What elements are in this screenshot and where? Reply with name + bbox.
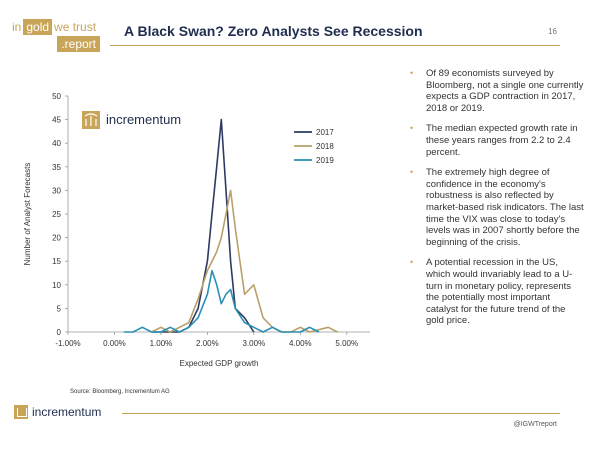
x-tick-label: 0.00% xyxy=(103,339,126,348)
source-note: Source: Bloomberg, Incrementum AG xyxy=(70,389,170,395)
footer-logo: incrementum xyxy=(14,405,101,419)
x-tick-label: 2.00% xyxy=(196,339,219,348)
chart-brand-text: incrementum xyxy=(106,112,181,127)
series-line-2017 xyxy=(151,118,255,333)
x-tick-label: 3.00% xyxy=(243,339,266,348)
chart-brand-logo: incrementum xyxy=(82,111,181,129)
y-tick-label: 10 xyxy=(52,281,61,290)
x-axis-label: Expected GDP growth xyxy=(179,359,258,368)
legend-label-2017: 2017 xyxy=(316,128,334,137)
footer-divider xyxy=(122,413,560,414)
y-tick-label: 50 xyxy=(52,92,61,101)
y-tick-label: 0 xyxy=(57,328,62,337)
page-number: 16 xyxy=(548,27,557,36)
logo-gold: gold xyxy=(23,18,53,35)
y-tick-label: 30 xyxy=(52,186,61,195)
y-tick-label: 25 xyxy=(52,210,61,219)
bullet-list: Of 89 economists surveyed by Bloomberg, … xyxy=(404,68,584,336)
bullet-item: The median expected growth rate in these… xyxy=(404,123,584,158)
x-tick-label: 4.00% xyxy=(289,339,312,348)
y-axis-label: Number of Analyst Forecasts xyxy=(23,163,32,266)
y-tick-label: 35 xyxy=(52,163,61,172)
y-tick-label: 15 xyxy=(52,257,61,266)
y-tick-label: 40 xyxy=(52,139,61,148)
bullet-item: The extremely high degree of confidence … xyxy=(404,167,584,248)
incrementum-footer-icon xyxy=(14,405,28,419)
footer-brand-text: incrementum xyxy=(32,405,102,419)
legend-label-2018: 2018 xyxy=(316,142,334,151)
y-tick-label: 20 xyxy=(52,234,61,243)
y-tick-label: 5 xyxy=(57,304,62,313)
logo-we-trust: we trust xyxy=(54,19,97,34)
slide-title: A Black Swan? Zero Analysts See Recessio… xyxy=(124,23,423,39)
logo-in: in xyxy=(12,19,22,34)
in-gold-we-trust-logo: in gold we trust .report xyxy=(10,18,108,52)
x-tick-label: 1.00% xyxy=(150,339,173,348)
chart-legend: 2017 2018 2019 xyxy=(294,128,334,165)
chart-lines xyxy=(123,118,338,333)
x-tick-label: 5.00% xyxy=(335,339,358,348)
bullet-item: A potential recession in the US, which w… xyxy=(404,257,584,327)
chart-axes: 0 5 10 15 20 25 30 35 40 45 50 -1.00% 0.00% 1.00% 2.00… xyxy=(52,92,370,348)
logo-report: .report xyxy=(57,36,100,52)
series-line-2018 xyxy=(151,189,338,333)
bullet-item: Of 89 economists surveyed by Bloomberg, … xyxy=(404,68,584,114)
twitter-handle: @IGWTreport xyxy=(513,421,557,428)
series-line-2019 xyxy=(123,269,320,333)
y-tick-label: 45 xyxy=(52,116,61,125)
legend-label-2019: 2019 xyxy=(316,156,334,165)
x-tick-label: -1.00% xyxy=(55,339,80,348)
title-divider xyxy=(110,45,560,46)
